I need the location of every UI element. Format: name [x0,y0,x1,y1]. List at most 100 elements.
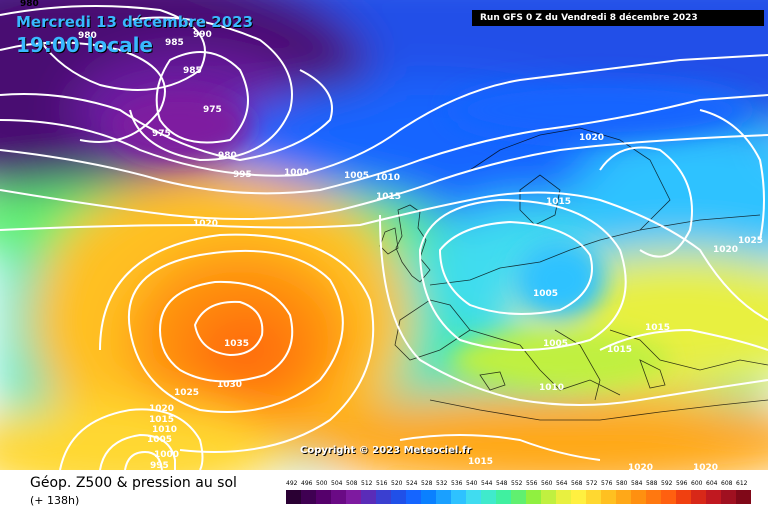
scale-swatch [646,490,661,504]
scale-label: 540 [466,480,478,487]
scale-swatch [391,490,406,504]
isobar-label: 1000 [154,450,179,460]
isobar-label: 990 [193,30,212,40]
color-scale-legend: 492 496 500 504 508 512 516 520 524 528 532 536 540 5… [286,480,751,504]
run-info: Run GFS 0 Z du Vendredi 8 décembre 2023 [472,10,764,26]
isobars [0,5,768,470]
isobar-label: 1010 [152,425,177,435]
lead-time: (+ 138h) [30,494,80,507]
scale-label: 556 [526,480,538,487]
scale-label: 584 [631,480,643,487]
isobar-label: 1020 [193,219,218,229]
scale-label: 524 [406,480,418,487]
scale-label: 512 [361,480,373,487]
isobar-label: 985 [165,38,184,48]
copyright-notice: Copyright © 2023 Meteociel.fr [300,445,472,456]
scale-swatch [346,490,361,504]
scale-swatch [736,490,751,504]
scale-swatch [511,490,526,504]
scale-swatch [586,490,601,504]
forecast-time: 19:00 locale [16,33,153,57]
isobar-label: 1005 [543,339,568,349]
isobar-label: 980 [20,0,39,9]
scale-label: 548 [496,480,508,487]
scale-swatch [331,490,346,504]
scale-label: 552 [511,480,523,487]
coastlines [379,127,768,421]
isobar-label: 975 [203,105,222,115]
scale-swatch [496,490,511,504]
map-canvas: 980 985 990 985 980 975 975 980 995 1000… [0,0,768,470]
scale-label: 580 [616,480,628,487]
scale-label: 500 [316,480,328,487]
scale-label: 568 [571,480,583,487]
scale-label: 544 [481,480,493,487]
isobar-label: 1015 [645,323,670,333]
scale-label: 492 [286,480,298,487]
isobar-label: 995 [233,170,252,180]
scale-swatch [316,490,331,504]
scale-swatch [301,490,316,504]
scale-label: 536 [451,480,463,487]
isobar-label: 1010 [539,383,564,393]
scale-swatch [376,490,391,504]
scale-swatch [721,490,736,504]
scale-label: 592 [661,480,673,487]
isobar-label: 1025 [738,236,763,246]
isobar-label: 985 [183,66,202,76]
scale-swatch [406,490,421,504]
isobar-label: 1035 [224,339,249,349]
isobar-label: 1030 [217,380,242,390]
weather-map: 980 985 990 985 980 975 975 980 995 1000… [0,0,768,470]
scale-label: 612 [736,480,748,487]
isobar-label: 1025 [174,388,199,398]
scale-swatch [466,490,481,504]
scale-swatch [676,490,691,504]
scale-swatch [556,490,571,504]
scale-label: 576 [601,480,613,487]
scale-label: 508 [346,480,358,487]
scale-label: 532 [436,480,448,487]
scale-swatch [631,490,646,504]
isobar-label: 1005 [147,435,172,445]
scale-label: 604 [706,480,718,487]
geopotential-detail [110,80,750,390]
isobar-label: 975 [152,129,171,139]
isobar-label: 1015 [546,197,571,207]
isobar-label: 1020 [149,404,174,414]
isobar-label: 1005 [344,171,369,181]
scale-swatch [706,490,721,504]
isobar-label: 1015 [468,457,493,467]
footer-bar: Géop. Z500 & pression au sol (+ 138h) 49… [0,470,768,512]
scale-label: 504 [331,480,343,487]
scale-label: 528 [421,480,433,487]
scale-label: 572 [586,480,598,487]
isobar-label: 1020 [693,463,718,470]
scale-swatch [451,490,466,504]
isobar-label: 1015 [376,192,401,202]
isobar-label: 1005 [533,289,558,299]
scale-swatch [691,490,706,504]
scale-label: 560 [541,480,553,487]
scale-label: 564 [556,480,568,487]
scale-label: 588 [646,480,658,487]
isobar-label: 980 [78,31,97,41]
isobar-label: 1010 [375,173,400,183]
isobar-label: 1015 [149,415,174,425]
isobar-label: 1020 [713,245,738,255]
product-title: Géop. Z500 & pression au sol [30,475,237,491]
scale-label: 516 [376,480,388,487]
scale-swatch [481,490,496,504]
forecast-date: Mercredi 13 décembre 2023 [16,13,254,31]
isobar-label: 1015 [607,345,632,355]
scale-swatch [601,490,616,504]
scale-swatch [661,490,676,504]
scale-label: 600 [691,480,703,487]
scale-swatch [361,490,376,504]
scale-label: 596 [676,480,688,487]
scale-swatch [286,490,301,504]
scale-swatch [421,490,436,504]
isobar-label: 1020 [628,463,653,470]
isobar-label: 1020 [579,133,604,143]
scale-swatch [436,490,451,504]
